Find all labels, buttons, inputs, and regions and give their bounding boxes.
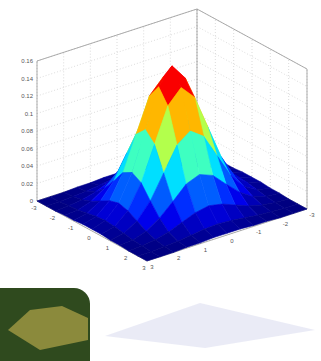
svg-text:3: 3 [142,265,146,271]
svg-text:2: 2 [177,255,181,261]
svg-text:-3: -3 [309,212,315,218]
svg-text:0.16: 0.16 [21,58,33,64]
svg-text:0.14: 0.14 [21,76,33,82]
svg-text:-1: -1 [256,229,262,235]
svg-text:0.1: 0.1 [25,111,34,117]
svg-text:0.04: 0.04 [21,163,33,169]
svg-text:-2: -2 [283,221,289,227]
svg-text:-1: -1 [68,225,74,231]
svg-text:0.08: 0.08 [21,128,33,134]
svg-text:0.02: 0.02 [21,181,33,187]
svg-text:-2: -2 [50,215,56,221]
svg-text:0: 0 [87,235,91,241]
svg-text:0.06: 0.06 [21,146,33,152]
svg-text:0: 0 [30,198,34,204]
svg-text:2: 2 [124,255,128,261]
svg-text:0: 0 [230,238,234,244]
svg-text:0.12: 0.12 [21,93,33,99]
svg-text:1: 1 [204,247,208,253]
svg-text:-3: -3 [31,205,37,211]
svg-text:3: 3 [150,264,154,270]
svg-text:1: 1 [106,245,110,251]
